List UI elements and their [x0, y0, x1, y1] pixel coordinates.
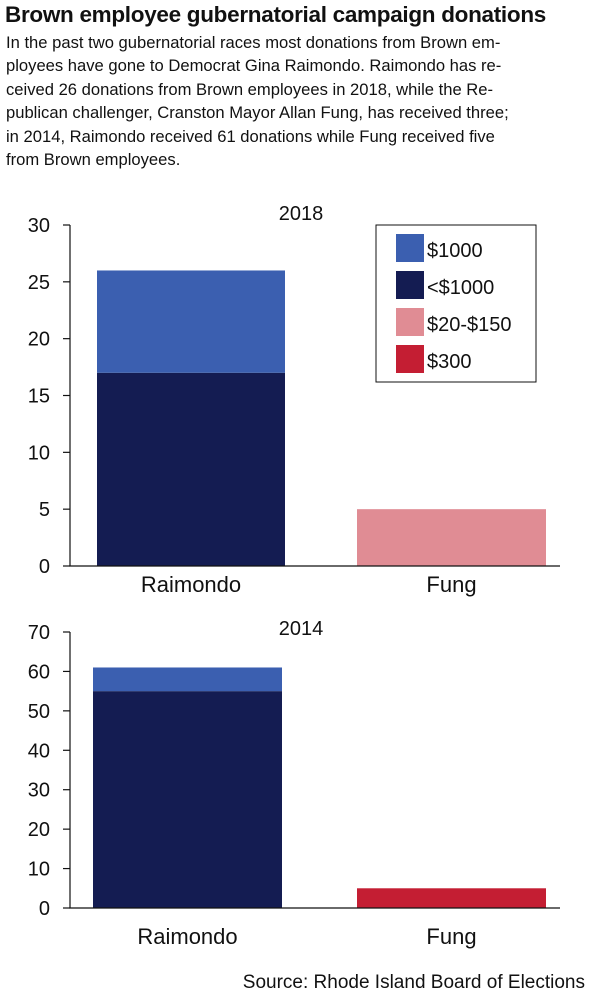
y-tick-label: 10: [28, 442, 50, 464]
category-label: Raimondo: [137, 924, 237, 949]
intro-line: publican challenger, Cranston Mayor Alla…: [6, 103, 509, 123]
source-note: Source: Rhode Island Board of Elections: [242, 972, 585, 993]
bar-raimondo-1000: [93, 691, 282, 908]
intro-line: ployees have gone to Democrat Gina Raimo…: [6, 56, 502, 76]
y-tick-label: 70: [28, 622, 50, 644]
y-tick-label: 0: [39, 898, 50, 920]
y-tick-label: 10: [28, 859, 50, 881]
bar-raimondo-1000: [93, 667, 282, 692]
y-tick-label: 30: [28, 215, 50, 237]
bar-raimondo-1000: [97, 270, 285, 373]
chart-title: 2018: [279, 203, 324, 225]
legend-swatch-300: [396, 345, 424, 373]
legend-label: $1000: [427, 240, 483, 262]
bar-fung-300: [357, 888, 546, 908]
category-label: Fung: [426, 572, 476, 597]
legend-swatch-20-150: [396, 308, 424, 336]
y-tick-label: 5: [39, 499, 50, 521]
intro-paragraph: In the past two gubernatorial races most…: [6, 31, 598, 171]
bar-raimondo-1000: [97, 372, 285, 566]
chart-2018: 2018 Raimondo Fung 0 5 10 15 20 25 30 $1000 <$1000 $…: [28, 203, 560, 597]
legend-label: <$1000: [427, 277, 494, 299]
y-tick-label: 20: [28, 819, 50, 841]
y-tick-label: 30: [28, 780, 50, 802]
intro-line: from Brown employees.: [6, 150, 181, 170]
intro-line: ceived 26 donations from Brown employees…: [6, 79, 494, 99]
legend-label: $20-$150: [427, 314, 512, 336]
bar-fung-20-150: [357, 509, 546, 566]
category-label: Fung: [426, 924, 476, 949]
y-tick-label: 40: [28, 740, 50, 762]
y-tick-label: 60: [28, 661, 50, 683]
intro-line: In the past two gubernatorial races most…: [6, 33, 501, 52]
intro-line: in 2014, Raimondo received 61 donations …: [6, 126, 495, 146]
legend-label: $300: [427, 351, 472, 373]
y-tick-label: 15: [28, 386, 50, 408]
y-tick-label: 50: [28, 701, 50, 723]
chart-title: 2014: [279, 618, 324, 640]
legend-swatch-1000: [396, 271, 424, 299]
chart-2014: 2014 Raimondo Fung 0 10 20 30 40 50 60 70: [28, 618, 560, 949]
category-label: Raimondo: [141, 572, 241, 597]
y-tick-label: 0: [39, 556, 50, 578]
page-title: Brown employee gubernatorial campaign do…: [5, 2, 546, 27]
legend-swatch-1000: [396, 234, 424, 262]
y-tick-label: 25: [28, 272, 50, 294]
y-tick-label: 20: [28, 329, 50, 351]
